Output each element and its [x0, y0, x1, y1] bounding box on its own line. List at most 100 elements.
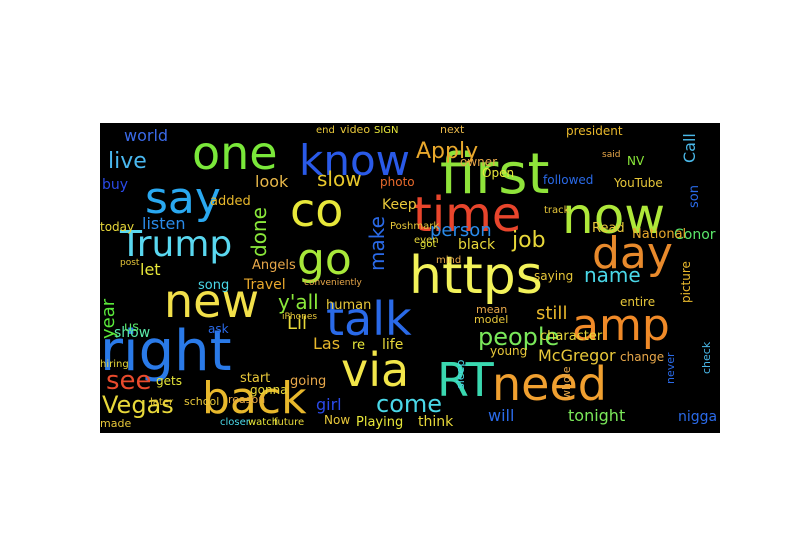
cloud-word-said: said — [602, 150, 620, 160]
cloud-word-new: new — [164, 274, 259, 328]
cloud-word-name: name — [584, 263, 641, 287]
cloud-word-human: human — [326, 298, 371, 313]
cloud-word-make: make — [365, 216, 389, 271]
cloud-word-next: next — [440, 123, 465, 136]
cloud-word-look: look — [255, 172, 289, 191]
cloud-word-conveniently: conveniently — [304, 278, 362, 288]
cloud-word-co: co — [290, 183, 343, 237]
cloud-word-done: done — [247, 207, 271, 257]
cloud-word-mind: mind — [436, 255, 461, 266]
cloud-word-closer: closer — [220, 417, 251, 428]
cloud-word-one: one — [192, 126, 278, 180]
cloud-word-start: start — [240, 371, 270, 386]
cloud-word-conor: Conor — [674, 227, 716, 243]
cloud-word-now: now — [562, 187, 665, 245]
cloud-word-need: need — [492, 357, 607, 411]
cloud-word-rt: RT — [437, 353, 495, 407]
cloud-word-national: National — [632, 227, 686, 242]
cloud-word-travel: Travel — [243, 277, 286, 293]
cloud-word-end: end — [316, 125, 335, 136]
cloud-word-gonna: gonna — [250, 383, 288, 397]
cloud-word-vegas: Vegas — [102, 391, 174, 419]
cloud-word-check: check — [700, 341, 713, 374]
cloud-word-us: us — [124, 320, 139, 335]
cloud-word-amp: amp — [572, 300, 670, 351]
cloud-word-listen: listen — [142, 214, 185, 233]
cloud-word-sign: SIGN — [374, 125, 399, 136]
cloud-word-youtube: YouTube — [613, 176, 663, 190]
cloud-word-change: change — [620, 350, 664, 364]
cloud-word-trump: Trump — [119, 224, 232, 265]
cloud-word-president: president — [566, 124, 623, 138]
cloud-word-now: Now — [324, 413, 350, 427]
cloud-word-read: Read — [592, 221, 625, 236]
cloud-word-show: show — [114, 325, 150, 341]
cloud-word-via: via — [341, 343, 409, 397]
cloud-word-live: live — [108, 149, 147, 174]
cloud-word-sleep: sleep — [454, 360, 467, 389]
cloud-word-know: know — [299, 136, 410, 185]
cloud-word-young: young — [490, 344, 527, 358]
cloud-word-black: black — [458, 237, 496, 253]
cloud-word-back: back — [202, 373, 307, 424]
cloud-word-made: made — [100, 417, 131, 430]
cloud-word-go: go — [297, 234, 352, 285]
cloud-word-school: school — [184, 395, 219, 408]
cloud-word-tonight: tonight — [568, 406, 625, 425]
cloud-word-keep: Keep — [382, 197, 417, 213]
cloud-word-think: think — [418, 414, 454, 430]
cloud-word-never: never — [664, 352, 677, 384]
cloud-word-see: see — [106, 366, 152, 396]
cloud-word-hiring: hiring — [100, 359, 129, 370]
cloud-word-nigga: nigga — [678, 409, 717, 425]
cloud-word-gets: gets — [156, 374, 182, 388]
cloud-word-y-all: y'all — [278, 290, 319, 314]
cloud-word-going: going — [290, 374, 326, 389]
cloud-word-talk: talk — [326, 292, 412, 346]
cloud-word-got: got — [420, 239, 436, 250]
cloud-word-model: model — [474, 313, 508, 326]
cloud-word-poshmark: Poshmark — [390, 221, 439, 232]
cloud-word-call: Call — [680, 133, 699, 163]
cloud-word-day: day — [592, 228, 673, 279]
cloud-word-year: year — [100, 298, 119, 339]
cloud-word-open: Open — [482, 166, 514, 180]
cloud-word-added: added — [210, 194, 251, 209]
cloud-word-mean: mean — [476, 303, 507, 316]
cloud-word-later: later — [150, 397, 174, 408]
cloud-word-playing: Playing — [356, 415, 403, 430]
cloud-word-job: job — [511, 228, 546, 253]
cloud-word-post: post — [120, 258, 140, 268]
cloud-word-future: future — [274, 417, 304, 428]
cloud-word-track: track — [544, 205, 570, 216]
cloud-word-apply: Apply — [416, 139, 478, 164]
cloud-word-world: world — [124, 126, 168, 145]
cloud-word-picture: picture — [679, 261, 693, 303]
cloud-word-person: person — [430, 220, 492, 241]
cloud-word-let: let — [140, 260, 161, 279]
cloud-word-photo: photo — [380, 175, 415, 189]
cloud-word-life: life — [382, 337, 403, 353]
cloud-word-mcgregor: McGregor — [538, 346, 616, 365]
cloud-word-today: today — [100, 220, 134, 234]
cloud-word-son: son — [687, 185, 702, 208]
cloud-word-video: video — [340, 123, 370, 136]
cloud-word-say: say — [145, 173, 221, 224]
cloud-word-reason: reason — [228, 393, 265, 406]
cloud-word-whole: whole — [560, 366, 573, 399]
cloud-word-people: people — [478, 323, 559, 351]
cloud-word-iphones: iPhones — [282, 312, 317, 322]
cloud-word-will: will — [488, 406, 514, 425]
cloud-word-nv: NV — [627, 154, 645, 168]
cloud-word-watch: watch — [248, 417, 278, 428]
cloud-word-still: still — [536, 303, 567, 324]
cloud-word-lil: Lil — [287, 313, 307, 334]
cloud-word-character: character — [540, 329, 603, 344]
cloud-word-buy: buy — [102, 177, 128, 193]
cloud-word-saying: saying — [534, 269, 573, 283]
cloud-word-girl: girl — [316, 395, 342, 414]
cloud-word-song: song — [198, 278, 229, 293]
cloud-word-re: re — [352, 338, 365, 353]
cloud-word-las: Las — [313, 334, 340, 353]
